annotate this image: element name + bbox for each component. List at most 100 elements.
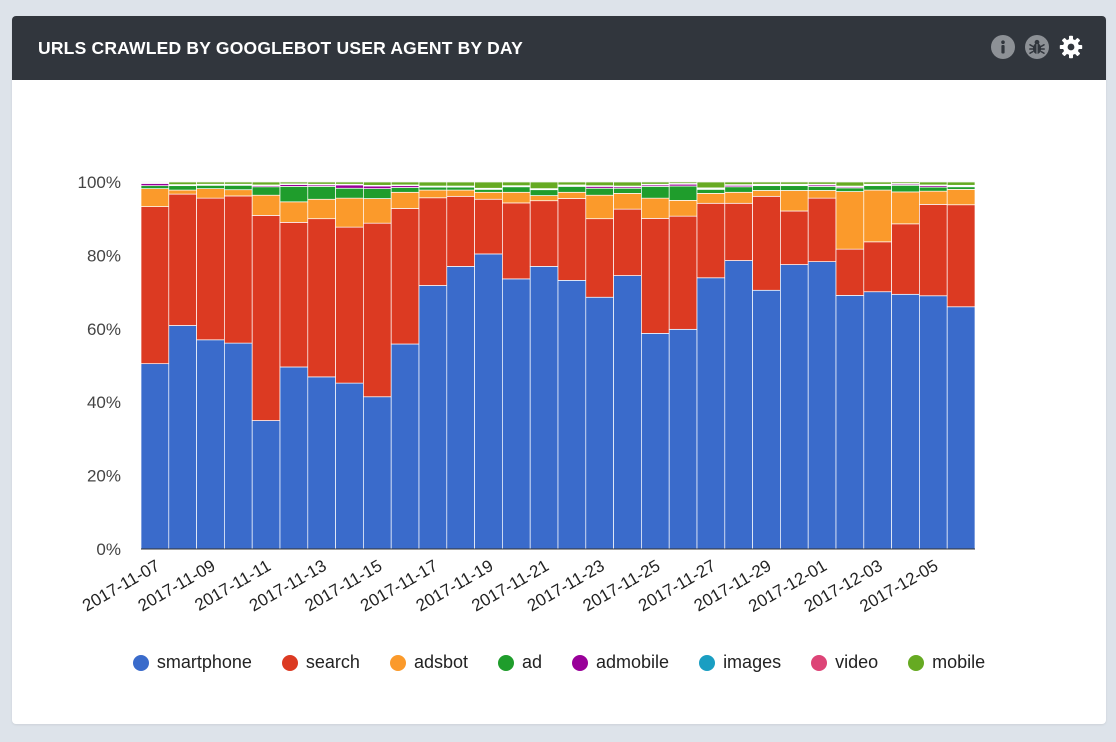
bar-segment-adsbot[interactable] — [807, 190, 837, 199]
bar-segment-smartphone[interactable] — [390, 343, 420, 550]
bar-segment-search[interactable] — [641, 218, 670, 334]
legend-item-adsbot[interactable]: adsbot — [389, 652, 468, 673]
bar-segment-ad[interactable] — [279, 186, 309, 203]
bar-segment-search[interactable] — [891, 223, 920, 295]
bar-segment-ad[interactable] — [946, 186, 976, 190]
bar-segment-smartphone[interactable] — [529, 266, 559, 550]
bar-segment-search[interactable] — [780, 210, 809, 265]
bar-segment-mobile[interactable] — [279, 181, 309, 185]
bar-segment-search[interactable] — [168, 193, 197, 326]
bar-segment-search[interactable] — [474, 198, 503, 255]
bar-segment-admobile[interactable] — [335, 184, 364, 189]
bar-segment-search[interactable] — [946, 204, 976, 308]
bar-segment-ad[interactable] — [446, 186, 475, 191]
bar-segment-ad[interactable] — [641, 186, 670, 199]
bar-segment-adsbot[interactable] — [641, 197, 670, 219]
bar-segment-smartphone[interactable] — [835, 295, 865, 550]
bar-segment-search[interactable] — [668, 215, 698, 330]
bar-segment-search[interactable] — [919, 204, 948, 297]
bar-segment-search[interactable] — [863, 241, 892, 293]
bar-segment-smartphone[interactable] — [140, 363, 170, 550]
bar-segment-smartphone[interactable] — [196, 339, 225, 550]
bar-segment-adsbot[interactable] — [668, 200, 698, 217]
bar-segment-adsbot[interactable] — [446, 189, 475, 197]
legend-item-search[interactable]: search — [281, 652, 360, 673]
bar-segment-adsbot[interactable] — [390, 191, 420, 209]
bar-segment-ad[interactable] — [363, 188, 392, 199]
bar-segment-ad[interactable] — [168, 185, 197, 191]
bar-segment-mobile[interactable] — [168, 181, 197, 185]
bar-segment-ad[interactable] — [474, 188, 503, 193]
bar-segment-adsbot[interactable] — [307, 198, 336, 220]
bar-segment-mobile[interactable] — [418, 181, 448, 187]
bar-segment-ad[interactable] — [585, 187, 614, 196]
bar-segment-smartphone[interactable] — [446, 266, 475, 550]
bar-segment-mobile[interactable] — [641, 181, 670, 185]
bar-segment-adsbot[interactable] — [529, 195, 559, 202]
bar-segment-adsbot[interactable] — [863, 189, 892, 243]
bar-segment-smartphone[interactable] — [279, 366, 309, 550]
bar-segment-search[interactable] — [140, 206, 170, 365]
bar-segment-adsbot[interactable] — [279, 201, 309, 223]
bar-segment-adsbot[interactable] — [891, 191, 920, 225]
bar-segment-smartphone[interactable] — [224, 342, 253, 550]
bar-segment-mobile[interactable] — [335, 181, 364, 185]
bar-segment-mobile[interactable] — [446, 181, 475, 187]
bar-segment-ad[interactable] — [196, 184, 225, 189]
bar-segment-search[interactable] — [446, 195, 475, 267]
bar-segment-search[interactable] — [585, 218, 614, 298]
bar-segment-ad[interactable] — [390, 187, 420, 193]
bar-segment-ad[interactable] — [835, 187, 865, 192]
bar-segment-adsbot[interactable] — [418, 189, 448, 199]
bar-segment-ad[interactable] — [863, 185, 892, 191]
bar-segment-search[interactable] — [502, 202, 531, 280]
bar-segment-smartphone[interactable] — [168, 325, 197, 550]
bar-segment-smartphone[interactable] — [335, 382, 364, 550]
bar-segment-smartphone[interactable] — [891, 293, 920, 550]
bar-segment-mobile[interactable] — [807, 181, 837, 185]
bar-segment-mobile[interactable] — [251, 181, 281, 186]
bar-segment-mobile[interactable] — [585, 181, 614, 187]
bar-segment-mobile[interactable] — [724, 181, 753, 185]
bar-segment-smartphone[interactable] — [613, 275, 642, 550]
bar-segment-mobile[interactable] — [557, 181, 587, 186]
bar-segment-adsbot[interactable] — [168, 189, 197, 195]
bar-segment-search[interactable] — [196, 197, 225, 341]
bar-segment-smartphone[interactable] — [474, 253, 503, 550]
bar-segment-search[interactable] — [752, 195, 781, 291]
bug-icon[interactable] — [1024, 34, 1050, 60]
bar-segment-search[interactable] — [807, 197, 837, 262]
bar-segment-mobile[interactable] — [529, 181, 559, 189]
bar-segment-adsbot[interactable] — [140, 188, 170, 207]
bar-segment-mobile[interactable] — [613, 181, 642, 187]
bar-segment-smartphone[interactable] — [585, 296, 614, 550]
bar-segment-adsbot[interactable] — [196, 188, 225, 199]
bar-segment-admobile[interactable] — [363, 185, 392, 189]
bar-segment-search[interactable] — [529, 200, 559, 267]
bar-segment-adsbot[interactable] — [557, 191, 587, 199]
bar-segment-smartphone[interactable] — [557, 280, 587, 550]
bar-segment-mobile[interactable] — [390, 181, 420, 186]
bar-segment-mobile[interactable] — [307, 181, 336, 185]
bar-segment-mobile[interactable] — [363, 181, 392, 186]
bar-segment-search[interactable] — [307, 218, 336, 378]
bar-segment-smartphone[interactable] — [641, 333, 670, 550]
bar-segment-ad[interactable] — [335, 187, 364, 199]
bar-segment-adsbot[interactable] — [363, 198, 392, 224]
bar-segment-ad[interactable] — [696, 188, 726, 194]
bar-segment-smartphone[interactable] — [251, 420, 281, 550]
bar-segment-mobile[interactable] — [891, 181, 920, 184]
bar-segment-smartphone[interactable] — [946, 306, 976, 550]
bar-segment-smartphone[interactable] — [919, 295, 948, 550]
bar-segment-search[interactable] — [279, 222, 309, 368]
bar-segment-mobile[interactable] — [140, 181, 170, 184]
bar-segment-smartphone[interactable] — [780, 264, 809, 550]
bar-segment-ad[interactable] — [140, 185, 170, 189]
bar-segment-adsbot[interactable] — [224, 189, 253, 197]
bar-segment-smartphone[interactable] — [363, 396, 392, 550]
bar-segment-smartphone[interactable] — [696, 277, 726, 550]
bar-segment-mobile[interactable] — [196, 181, 225, 185]
bar-segment-search[interactable] — [557, 198, 587, 281]
bar-segment-ad[interactable] — [557, 186, 587, 193]
bar-segment-search[interactable] — [335, 226, 364, 384]
